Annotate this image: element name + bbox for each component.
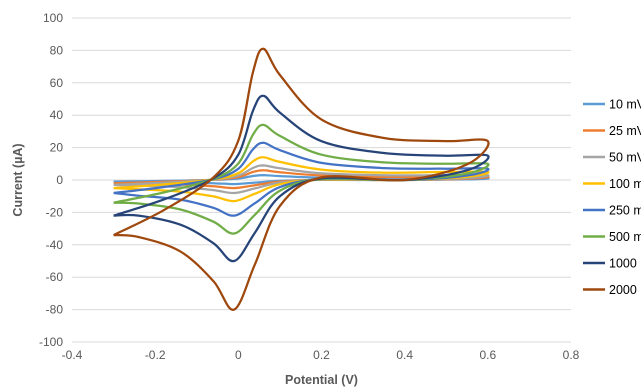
legend: 10 mV/s 25 mV/s 50 mV/s 100 mV/s 250 mV/s 500… — [583, 98, 641, 297]
legend-label: 10 mV/s — [609, 98, 641, 112]
y-tick-label: 0 — [56, 173, 63, 187]
legend-label: 500 mV/s — [609, 230, 641, 244]
legend-label: 25 mV/s — [609, 124, 641, 138]
y-tick-label: 80 — [50, 43, 64, 57]
x-tick-label: 0 — [235, 348, 242, 362]
y-tick-label: 20 — [50, 141, 64, 155]
legend-label: 100 mV/s — [609, 177, 641, 191]
legend-label: 1000 mV/s — [609, 257, 641, 271]
series-line-7 — [113, 47, 490, 311]
legend-label: 250 mV/s — [609, 204, 641, 218]
y-tick-label: -100 — [39, 335, 63, 349]
x-tick-label: -0.4 — [62, 348, 83, 362]
series-curves — [113, 47, 490, 311]
x-axis-title: Potential (V) — [285, 373, 358, 387]
series-line-0 — [113, 173, 490, 186]
legend-label: 50 mV/s — [609, 151, 641, 165]
y-tick-label: 60 — [50, 76, 64, 90]
y-axis-ticks: -100 -80 -60 -40 -20 0 20 40 60 80 100 — [39, 11, 63, 349]
series-line-2 — [113, 164, 490, 195]
x-tick-label: 0.4 — [396, 348, 413, 362]
x-tick-label: 0.8 — [563, 348, 580, 362]
y-tick-label: 40 — [50, 108, 64, 122]
y-tick-label: -20 — [46, 205, 64, 219]
y-tick-label: -80 — [46, 303, 64, 317]
x-tick-label: 0.6 — [479, 348, 496, 362]
y-tick-label: -60 — [46, 270, 64, 284]
x-tick-label: 0.2 — [313, 348, 330, 362]
series-line-5 — [113, 123, 490, 235]
y-tick-label: 100 — [43, 11, 63, 25]
x-axis-ticks: -0.4 -0.2 0 0.2 0.4 0.6 0.8 — [62, 348, 580, 362]
legend-label: 2000 mV/s — [609, 283, 641, 297]
y-tick-label: -40 — [46, 238, 64, 252]
series-line-4 — [113, 141, 490, 217]
x-tick-label: -0.2 — [145, 348, 166, 362]
series-line-6 — [113, 94, 490, 263]
series-line-3 — [113, 156, 490, 203]
y-axis-title: Current (µA) — [11, 143, 25, 216]
